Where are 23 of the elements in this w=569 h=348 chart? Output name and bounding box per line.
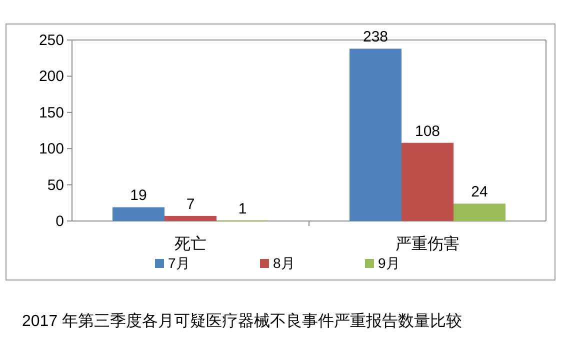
y-tick-label: 150 — [38, 104, 64, 122]
data-label: 7 — [186, 196, 195, 213]
bar — [112, 207, 164, 221]
legend-label: 8月 — [273, 255, 295, 271]
y-tick-label: 200 — [38, 68, 64, 86]
y-tick-label: 250 — [38, 32, 64, 49]
legend-label: 7月 — [168, 255, 190, 271]
data-label: 1 — [238, 200, 247, 218]
bar — [350, 48, 402, 221]
legend-label: 9月 — [378, 255, 400, 271]
bar — [402, 142, 454, 221]
bar — [164, 216, 216, 221]
x-tick-label: 严重伤害 — [396, 235, 460, 253]
data-label: 238 — [362, 28, 388, 46]
data-label: 24 — [471, 184, 488, 201]
y-tick-label: 50 — [47, 176, 64, 194]
data-label: 19 — [130, 187, 147, 204]
x-tick-label: 死亡 — [174, 235, 206, 253]
text: 2017 年第三季度各月可疑医疗器械不良事件严重报告数量比较 — [22, 312, 462, 330]
y-tick-label: 0 — [56, 213, 64, 230]
y-tick-label: 100 — [38, 140, 64, 158]
data-label: 108 — [414, 122, 440, 140]
bar — [454, 204, 506, 221]
